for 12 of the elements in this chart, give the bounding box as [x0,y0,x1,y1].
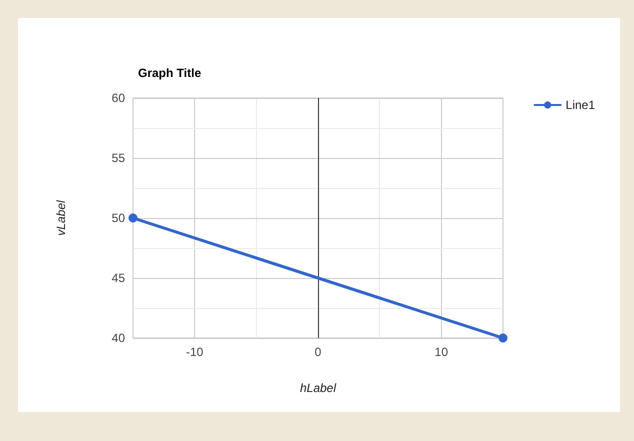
x-tick-label: 10 [434,345,448,359]
y-tick-label: 60 [112,91,126,105]
legend-label: Line1 [566,98,596,112]
chart-title: Graph Title [138,66,202,80]
y-tick-label: 50 [112,211,126,225]
x-tick-label: -10 [186,345,204,359]
y-tick-label: 55 [112,151,126,165]
y-axis-title: vLabel [54,200,68,236]
x-tick-label: 0 [314,345,322,359]
y-tick-label: 40 [112,331,126,345]
x-axis-title: hLabel [300,381,336,395]
y-tick-label: 45 [112,271,126,285]
